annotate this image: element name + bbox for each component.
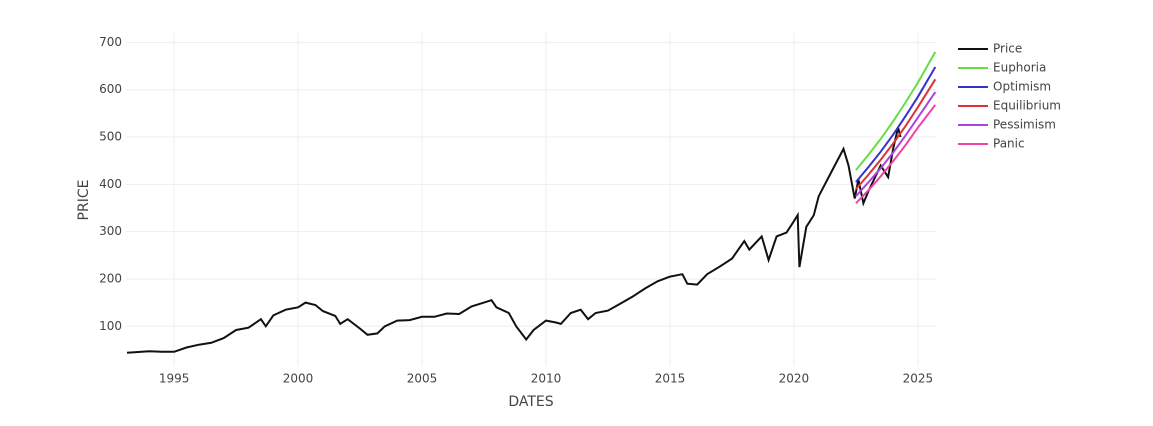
y-axis-label: PRICE: [76, 180, 92, 221]
y-tick-label: 300: [99, 224, 122, 238]
y-tick-label: 400: [99, 177, 122, 191]
legend-label: Panic: [993, 137, 1025, 151]
y-tick-label: 500: [99, 130, 122, 144]
line-series: [855, 78, 937, 190]
y-tick-label: 200: [99, 271, 122, 285]
legend-label: Equilibrium: [993, 99, 1061, 113]
x-tick-label: 2005: [407, 372, 438, 386]
line-series: [855, 66, 937, 183]
line-series: [855, 51, 937, 171]
line-series: [855, 104, 937, 204]
x-tick-label: 2025: [903, 372, 934, 386]
legend-label: Optimism: [993, 80, 1051, 94]
x-tick-label: 2020: [779, 372, 810, 386]
y-tick-label: 700: [99, 35, 122, 49]
y-tick-label: 600: [99, 82, 122, 96]
legend-label: Pessimism: [993, 118, 1056, 132]
x-tick-label: 2000: [283, 372, 314, 386]
legend-label: Price: [993, 42, 1022, 56]
x-tick-label: 2015: [655, 372, 686, 386]
line-series: [855, 91, 937, 197]
legend-label: Euphoria: [993, 61, 1046, 75]
y-tick-label: 100: [99, 319, 122, 333]
line-series: [126, 127, 902, 354]
x-axis-label: DATES: [508, 394, 553, 410]
x-tick-label: 1995: [159, 372, 190, 386]
x-tick-label: 2010: [531, 372, 562, 386]
